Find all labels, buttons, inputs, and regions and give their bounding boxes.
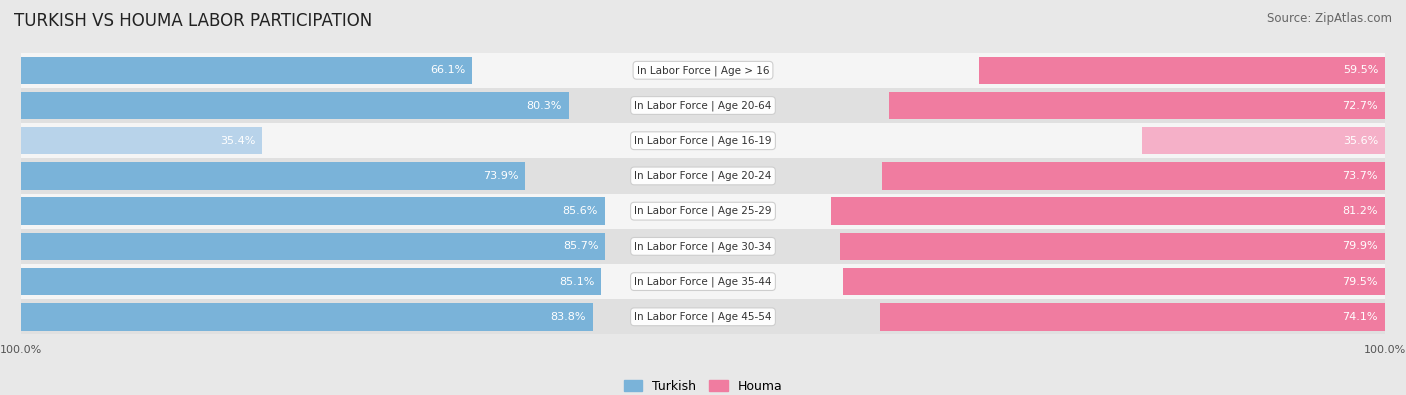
Text: In Labor Force | Age > 16: In Labor Force | Age > 16 [637,65,769,75]
Text: 73.9%: 73.9% [482,171,519,181]
Bar [21,233,606,260]
Text: In Labor Force | Age 20-64: In Labor Force | Age 20-64 [634,100,772,111]
Text: 80.3%: 80.3% [526,100,562,111]
Text: 66.1%: 66.1% [430,65,465,75]
Text: Source: ZipAtlas.com: Source: ZipAtlas.com [1267,12,1392,25]
Bar [21,229,1385,264]
Text: 85.7%: 85.7% [564,241,599,251]
Text: 85.1%: 85.1% [560,276,595,287]
Text: 35.6%: 35.6% [1343,136,1378,146]
Bar [21,303,592,331]
Bar [21,56,472,84]
Text: TURKISH VS HOUMA LABOR PARTICIPATION: TURKISH VS HOUMA LABOR PARTICIPATION [14,12,373,30]
Bar [889,92,1385,119]
Text: 85.6%: 85.6% [562,206,598,216]
Bar [21,158,1385,194]
Bar [21,299,1385,335]
Bar [831,198,1385,225]
Text: 79.5%: 79.5% [1343,276,1378,287]
Bar [21,88,1385,123]
Bar [979,56,1385,84]
Text: In Labor Force | Age 35-44: In Labor Force | Age 35-44 [634,276,772,287]
Bar [21,268,602,295]
Bar [880,303,1385,331]
Text: In Labor Force | Age 45-54: In Labor Force | Age 45-54 [634,312,772,322]
Text: 59.5%: 59.5% [1343,65,1378,75]
Text: 35.4%: 35.4% [221,136,256,146]
Bar [21,264,1385,299]
Bar [883,162,1385,190]
Text: 73.7%: 73.7% [1343,171,1378,181]
Bar [21,198,605,225]
Bar [21,92,568,119]
Bar [21,123,1385,158]
Bar [21,162,524,190]
Bar [21,127,263,154]
Text: 72.7%: 72.7% [1343,100,1378,111]
Bar [21,194,1385,229]
Text: In Labor Force | Age 30-34: In Labor Force | Age 30-34 [634,241,772,252]
Text: 74.1%: 74.1% [1343,312,1378,322]
Text: 79.9%: 79.9% [1343,241,1378,251]
Text: In Labor Force | Age 16-19: In Labor Force | Age 16-19 [634,135,772,146]
Bar [842,268,1385,295]
Text: In Labor Force | Age 25-29: In Labor Force | Age 25-29 [634,206,772,216]
Bar [1142,127,1385,154]
Legend: Turkish, Houma: Turkish, Houma [619,375,787,395]
Bar [21,53,1385,88]
Text: 81.2%: 81.2% [1343,206,1378,216]
Text: 83.8%: 83.8% [550,312,586,322]
Text: In Labor Force | Age 20-24: In Labor Force | Age 20-24 [634,171,772,181]
Bar [839,233,1385,260]
